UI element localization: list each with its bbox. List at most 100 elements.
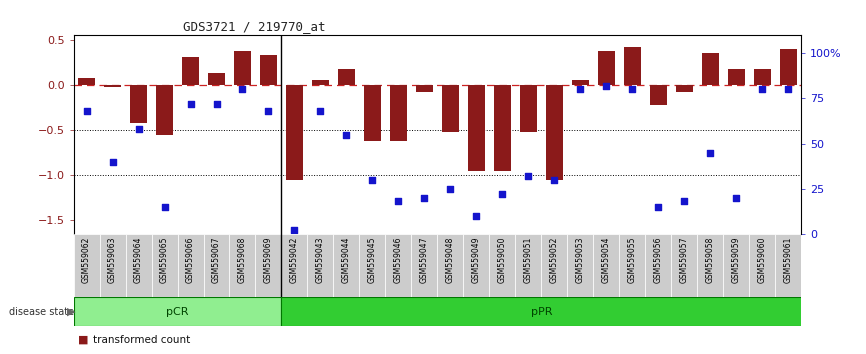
- Bar: [178, 234, 204, 297]
- Bar: [697, 234, 723, 297]
- Bar: [312, 80, 329, 85]
- Bar: [416, 85, 433, 92]
- Bar: [156, 85, 173, 135]
- Bar: [723, 234, 749, 297]
- Bar: [78, 78, 95, 85]
- Bar: [593, 234, 619, 297]
- Text: GSM559055: GSM559055: [628, 237, 637, 283]
- Text: GSM559049: GSM559049: [472, 237, 481, 283]
- Bar: [520, 85, 537, 132]
- Point: [469, 213, 483, 218]
- Bar: [675, 85, 693, 92]
- Bar: [442, 85, 459, 132]
- Bar: [779, 49, 797, 85]
- Point: [417, 195, 431, 200]
- Text: GSM559046: GSM559046: [394, 237, 403, 283]
- Point: [495, 191, 509, 197]
- Bar: [437, 234, 463, 297]
- Point: [677, 198, 691, 204]
- Text: GSM559065: GSM559065: [160, 237, 169, 283]
- Text: GSM559053: GSM559053: [576, 237, 585, 283]
- Bar: [749, 234, 775, 297]
- Bar: [255, 234, 281, 297]
- Text: GSM559067: GSM559067: [212, 237, 221, 283]
- Point: [625, 87, 639, 92]
- Bar: [307, 234, 333, 297]
- Text: GSM559042: GSM559042: [290, 237, 299, 283]
- Point: [703, 150, 717, 155]
- Point: [599, 83, 613, 89]
- Bar: [489, 234, 515, 297]
- Text: GSM559045: GSM559045: [368, 237, 377, 283]
- Text: GSM559059: GSM559059: [732, 237, 740, 283]
- Text: GSM559069: GSM559069: [264, 237, 273, 283]
- Text: GSM559066: GSM559066: [186, 237, 195, 283]
- Bar: [463, 234, 489, 297]
- Text: GSM559064: GSM559064: [134, 237, 143, 283]
- Text: GSM559063: GSM559063: [108, 237, 117, 283]
- Bar: [546, 85, 563, 179]
- Text: GDS3721 / 219770_at: GDS3721 / 219770_at: [183, 20, 326, 33]
- Bar: [541, 234, 567, 297]
- Text: GSM559052: GSM559052: [550, 237, 559, 283]
- Point: [781, 87, 795, 92]
- Bar: [411, 234, 437, 297]
- Text: disease state: disease state: [9, 307, 74, 316]
- Bar: [624, 47, 641, 85]
- Bar: [753, 69, 771, 85]
- Text: GSM559061: GSM559061: [784, 237, 792, 283]
- Point: [236, 87, 249, 92]
- Bar: [701, 53, 719, 85]
- Bar: [567, 234, 593, 297]
- Text: GSM559048: GSM559048: [446, 237, 455, 283]
- Text: ■: ■: [78, 335, 88, 345]
- Point: [573, 87, 587, 92]
- Point: [80, 108, 94, 114]
- Point: [210, 101, 223, 107]
- Point: [262, 108, 275, 114]
- Bar: [229, 234, 255, 297]
- Text: GSM559051: GSM559051: [524, 237, 533, 283]
- Text: GSM559058: GSM559058: [706, 237, 714, 283]
- Bar: [390, 85, 407, 141]
- Point: [288, 227, 301, 233]
- Bar: [333, 234, 359, 297]
- Bar: [281, 297, 814, 326]
- Point: [443, 186, 457, 192]
- Point: [651, 204, 665, 210]
- Bar: [130, 85, 147, 123]
- Bar: [286, 85, 303, 179]
- Bar: [74, 234, 100, 297]
- Bar: [126, 234, 152, 297]
- Point: [755, 87, 769, 92]
- Point: [547, 177, 561, 182]
- Point: [106, 159, 120, 164]
- Text: GSM559060: GSM559060: [758, 237, 766, 283]
- Bar: [74, 297, 281, 326]
- Point: [184, 101, 197, 107]
- Bar: [281, 234, 307, 297]
- Bar: [234, 51, 251, 85]
- Point: [313, 108, 327, 114]
- Bar: [515, 234, 541, 297]
- Bar: [619, 234, 645, 297]
- Point: [729, 195, 743, 200]
- Bar: [645, 234, 671, 297]
- Bar: [204, 234, 229, 297]
- Text: GSM559054: GSM559054: [602, 237, 611, 283]
- Bar: [650, 85, 667, 105]
- Point: [391, 198, 405, 204]
- Bar: [598, 51, 615, 85]
- Point: [339, 132, 353, 137]
- Point: [521, 173, 535, 179]
- Text: GSM559068: GSM559068: [238, 237, 247, 283]
- Point: [132, 126, 145, 132]
- Bar: [572, 80, 589, 85]
- Bar: [364, 85, 381, 141]
- Bar: [494, 85, 511, 171]
- Text: GSM559056: GSM559056: [654, 237, 662, 283]
- Bar: [671, 234, 697, 297]
- Bar: [468, 85, 485, 171]
- Text: GSM559062: GSM559062: [82, 237, 91, 283]
- Bar: [359, 234, 385, 297]
